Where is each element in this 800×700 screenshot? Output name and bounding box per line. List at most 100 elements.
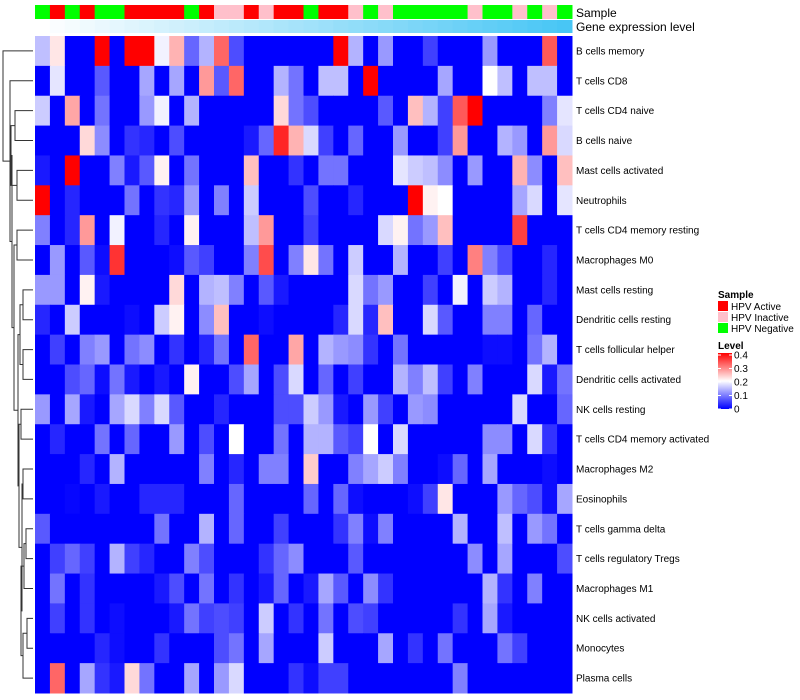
heatmap-cell (169, 513, 185, 545)
heatmap-cell (184, 155, 200, 186)
heatmap-cell (333, 304, 349, 336)
heatmap-cell (422, 603, 439, 634)
heatmap-cell (79, 304, 96, 336)
heatmap-cell (422, 543, 439, 575)
sample-annotation-cell (273, 5, 290, 19)
heatmap-cell (512, 633, 528, 664)
expression-annotation-cell (35, 20, 51, 33)
heatmap-cell (407, 663, 424, 694)
heatmap-cell (557, 573, 573, 604)
heatmap-cell (258, 215, 275, 246)
heatmap-cell (228, 245, 245, 276)
dendrogram-branch (2, 50, 33, 162)
heatmap-cell (333, 364, 349, 395)
heatmap-cell (467, 215, 483, 246)
heatmap-cell (482, 513, 498, 545)
heatmap-cell (303, 483, 319, 515)
heatmap-cell (258, 454, 275, 485)
heatmap-cell (139, 245, 155, 276)
heatmap-cell (557, 245, 573, 276)
legend-label: HPV Negative (731, 324, 794, 335)
heatmap-cell (273, 424, 290, 455)
heatmap-cell (348, 36, 364, 67)
heatmap-cell (393, 95, 409, 127)
heatmap-cell (243, 364, 260, 395)
heatmap-cell (154, 125, 170, 156)
heatmap-cell (482, 633, 498, 664)
sample-annotation-cell (184, 5, 200, 19)
heatmap-cell (288, 513, 304, 545)
heatmap-cell (557, 185, 573, 216)
heatmap-cell (378, 215, 394, 246)
heatmap-cell (288, 155, 304, 186)
heatmap-cell (64, 483, 81, 515)
heatmap-cell (407, 215, 424, 246)
heatmap-cell (422, 185, 439, 216)
heatmap-cell (258, 424, 275, 455)
heatmap-cell (407, 274, 424, 306)
heatmap-cell (49, 573, 66, 604)
sample-annotation-cell (318, 5, 334, 19)
heatmap-cell (109, 543, 125, 575)
heatmap-cell (139, 513, 155, 545)
heatmap-cell (35, 125, 51, 156)
heatmap-cell (303, 334, 319, 365)
heatmap-cell (452, 483, 469, 515)
heatmap-cell (79, 543, 96, 575)
sample-annotation-cell (169, 5, 185, 19)
heatmap-cell (124, 633, 140, 664)
heatmap-cell (124, 424, 140, 455)
heatmap-cell (497, 215, 513, 246)
heatmap-cell (557, 304, 573, 336)
heatmap-cell (35, 36, 51, 67)
heatmap-cell (64, 663, 81, 694)
heatmap-cell (214, 65, 230, 97)
heatmap-cell (348, 603, 364, 634)
heatmap-cell (273, 454, 290, 485)
heatmap-cell (467, 513, 483, 545)
expression-annotation-cell (407, 20, 424, 33)
heatmap-cell (348, 663, 364, 694)
heatmap-cell (467, 424, 483, 455)
heatmap-cell (467, 155, 483, 186)
heatmap-cell (214, 603, 230, 634)
heatmap-cell (79, 36, 96, 67)
heatmap-cell (437, 304, 454, 336)
heatmap-cell (482, 125, 498, 156)
heatmap-cell (333, 185, 349, 216)
sample-annotation-cell (288, 5, 304, 19)
heatmap-cell (109, 364, 125, 395)
heatmap-cell (407, 454, 424, 485)
heatmap-cell (288, 334, 304, 365)
heatmap-cell (303, 155, 319, 186)
row-label: T cells CD4 naive (576, 106, 655, 117)
heatmap-cell (169, 543, 185, 575)
heatmap-cell (49, 454, 66, 485)
heatmap-cell (184, 274, 200, 306)
heatmap-cell (49, 36, 66, 67)
heatmap-cell (64, 36, 81, 67)
heatmap-cell (79, 394, 96, 425)
sample-annotation-cell (422, 5, 439, 19)
row-label: Mast cells resting (576, 285, 653, 296)
heatmap-cell (243, 454, 260, 485)
heatmap-cell (557, 424, 573, 455)
heatmap-cell (288, 454, 304, 485)
heatmap-cell (124, 603, 140, 634)
heatmap-cell (214, 573, 230, 604)
sample-annotation-cell (79, 5, 96, 19)
heatmap-cell (557, 334, 573, 365)
heatmap-cell (497, 483, 513, 515)
heatmap-cell (64, 573, 81, 604)
heatmap-cell (154, 603, 170, 634)
heatmap-cell (557, 215, 573, 246)
sample-annotation-cell (393, 5, 409, 19)
heatmap-cell (512, 513, 528, 545)
dendrogram-branch (13, 244, 18, 411)
heatmap-cell (497, 663, 513, 694)
heatmap-cell (124, 334, 140, 365)
heatmap-cell (557, 454, 573, 485)
heatmap-cell (169, 364, 185, 395)
heatmap-cell (482, 573, 498, 604)
heatmap-cell (318, 603, 334, 634)
